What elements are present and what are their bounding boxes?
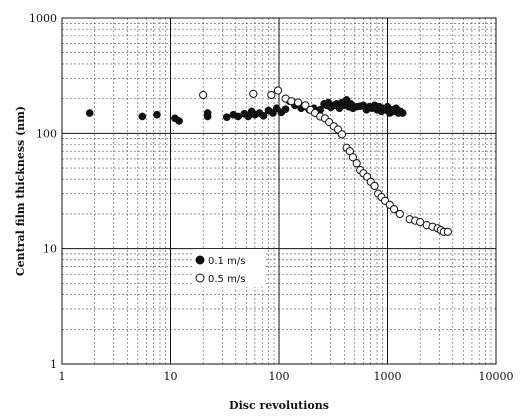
data-point	[249, 89, 258, 98]
x-axis-title: Disc revolutions	[229, 399, 329, 412]
data-point	[443, 227, 452, 236]
x-tick-label: 100	[269, 370, 290, 383]
y-tick-label: 100	[36, 127, 57, 140]
data-point	[222, 113, 231, 122]
data-point	[395, 209, 404, 219]
data-point	[389, 205, 399, 214]
legend-marker-0.5-m-s	[195, 273, 205, 283]
legend-box	[194, 249, 266, 287]
x-tick-label: 1000	[374, 370, 402, 383]
series-0.1-m-s	[85, 96, 407, 125]
data-point	[267, 90, 276, 100]
data-point	[273, 86, 283, 95]
data-point	[416, 217, 425, 227]
y-tick-label: 1	[50, 358, 57, 371]
data-series	[85, 86, 452, 236]
axis-ticks: 1 10 100 1000 10000 1 10 100 1000	[29, 12, 514, 383]
data-point	[370, 181, 379, 191]
data-point	[337, 130, 347, 139]
y-tick-label: 1000	[29, 12, 57, 25]
x-tick-label: 10000	[479, 370, 514, 383]
data-point	[398, 109, 407, 117]
y-tick-label: 10	[43, 243, 57, 256]
legend: 0.1 m/s 0.5 m/s	[194, 249, 266, 287]
grid-lines	[62, 18, 496, 364]
data-point	[85, 109, 94, 117]
data-point	[234, 112, 242, 121]
data-point	[138, 112, 147, 121]
plot-frame	[61, 17, 497, 365]
x-tick-label: 10	[164, 370, 178, 383]
data-point	[259, 111, 268, 120]
y-axis-title: Central film thickness (nm)	[14, 106, 27, 276]
data-point	[203, 112, 212, 121]
data-point	[175, 117, 183, 125]
legend-label-0.5-m-s: 0.5 m/s	[208, 274, 245, 285]
legend-label-0.1-m-s: 0.1 m/s	[208, 256, 245, 267]
data-point	[348, 153, 358, 162]
data-point	[287, 97, 296, 106]
data-point	[153, 110, 161, 119]
data-point	[199, 90, 208, 100]
legend-marker-0.1-m-s	[195, 255, 205, 265]
data-point	[294, 98, 303, 107]
data-point	[352, 159, 361, 168]
data-point	[281, 105, 290, 114]
series-0.5-m-s	[199, 86, 452, 236]
data-point	[301, 101, 310, 110]
x-tick-label: 1	[59, 370, 66, 383]
